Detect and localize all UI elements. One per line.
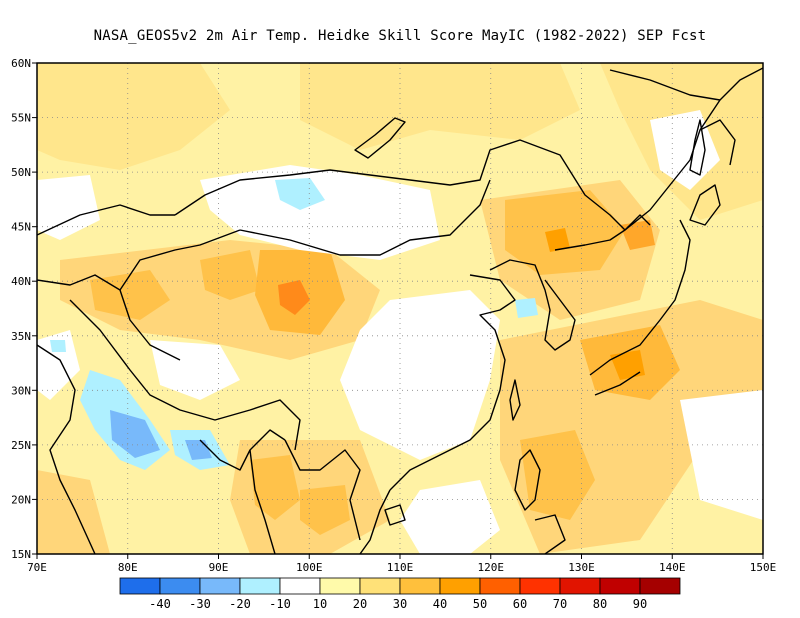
lon-label: 150E (750, 561, 777, 574)
colorbar-label: -10 (269, 597, 291, 611)
lon-label: 130E (568, 561, 595, 574)
lat-label: 15N (11, 548, 31, 561)
skill-field (37, 63, 763, 554)
colorbar-label: 10 (313, 597, 327, 611)
colorbar-swatch (599, 577, 641, 595)
map-grid (37, 63, 763, 554)
lat-label: 60N (11, 57, 31, 70)
lat-label: 35N (11, 330, 31, 343)
colorbar-label: 80 (593, 597, 607, 611)
colorbar-swatch (519, 577, 561, 595)
colorbar-label: 60 (513, 597, 527, 611)
lat-label: 45N (11, 221, 31, 234)
lon-label: 80E (118, 561, 138, 574)
lon-label: 90E (209, 561, 229, 574)
lon-labels: 70E 80E 90E 100E 110E 120E 130E 140E 150… (27, 561, 776, 574)
lon-label: 120E (478, 561, 505, 574)
lon-label: 70E (27, 561, 47, 574)
colorbar-swatch (639, 577, 681, 595)
map-title: NASA_GEOS5v2 2m Air Temp. Heidke Skill S… (93, 28, 707, 44)
lat-label: 20N (11, 493, 31, 506)
colorbar-swatch (319, 577, 361, 595)
colorbar-label: 20 (353, 597, 367, 611)
lat-label: 50N (11, 166, 31, 179)
colorbar-label: -30 (189, 597, 211, 611)
colorbar-label: 70 (553, 597, 567, 611)
colorbar-swatch (559, 577, 601, 595)
colorbar-label: -40 (149, 597, 171, 611)
colorbar-swatch (439, 577, 481, 595)
lat-labels: 60N 55N 50N 45N 40N 35N 30N 25N 20N 15N (11, 57, 31, 561)
colorbar-swatch (359, 577, 401, 595)
colorbar-label: 50 (473, 597, 487, 611)
colorbar-label: -20 (229, 597, 251, 611)
colorbar-label: 90 (633, 597, 647, 611)
colorbar-swatch (479, 577, 521, 595)
lon-label: 110E (387, 561, 414, 574)
colorbar-swatch (119, 577, 161, 595)
colorbar-swatch (239, 577, 281, 595)
colorbar-label: 40 (433, 597, 447, 611)
colorbar-swatch (279, 577, 321, 595)
colorbar-swatch (399, 577, 441, 595)
lat-label: 25N (11, 439, 31, 452)
lat-label: 40N (11, 275, 31, 288)
colorbar-label: 30 (393, 597, 407, 611)
lat-label: 30N (11, 384, 31, 397)
coastlines-borders (37, 67, 763, 554)
colorbar-swatch (199, 577, 241, 595)
lat-label: 55N (11, 112, 31, 125)
lon-label: 100E (296, 561, 323, 574)
lon-label: 140E (659, 561, 686, 574)
axis-ticks (32, 62, 764, 559)
colorbar: -40 -30 -20 -10 10 20 30 40 50 60 70 80 90 (119, 577, 681, 611)
colorbar-swatch (159, 577, 201, 595)
